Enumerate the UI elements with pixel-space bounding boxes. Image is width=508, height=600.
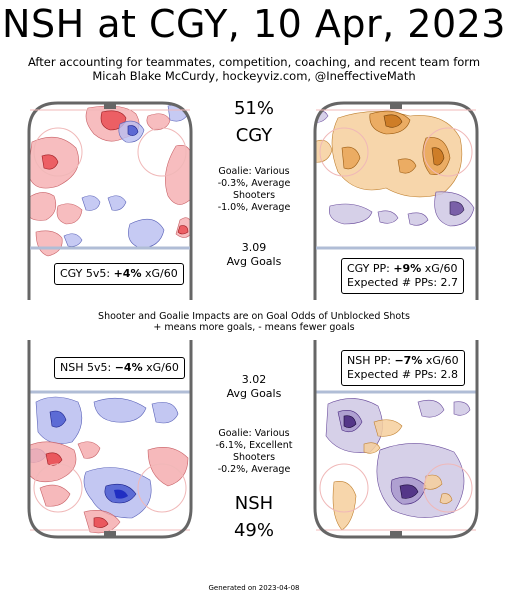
home-avg-goals-value: 3.09: [241, 241, 267, 254]
nsh-pp-rink-outline: [313, 340, 479, 539]
away-goalie-line-1: Goalie: Various: [218, 428, 290, 439]
subtitle-line-2: Micah Blake McCurdy, hockeyviz.com, @Ine…: [92, 69, 416, 83]
home-goalie-block: Goalie: Various -0.3%, Average Shooters …: [194, 166, 314, 214]
nsh-5v5-label: NSH 5v5: −4% xG/60: [54, 357, 185, 379]
nsh-pp-expected: Expected # PPs: 2.8: [347, 368, 459, 381]
cgy-5v5-faceoff-circle-right: [137, 127, 187, 177]
nsh-pp-label-prefix: NSH PP:: [347, 354, 395, 367]
away-goalie-line-2: -6.1%, Excellent: [215, 440, 293, 451]
chart-title: NSH at CGY, 10 Apr, 2023: [2, 2, 506, 46]
cgy-pp-expected: Expected # PPs: 2.7: [347, 276, 459, 289]
cgy-5v5-label-prefix: CGY 5v5:: [60, 267, 114, 280]
cgy-pp-heat-more: [314, 111, 463, 198]
away-avg-goals-label: Avg Goals: [226, 387, 282, 400]
home-avg-goals: 3.09 Avg Goals: [194, 241, 314, 269]
cgy-5v5-heat-fewer-core: [127, 125, 139, 136]
nsh-pp-label: NSH PP: −7% xG/60 Expected # PPs: 2.8: [341, 350, 465, 386]
away-goalie-block: Goalie: Various -6.1%, Excellent Shooter…: [194, 428, 314, 476]
nsh-pp-heat-more: [332, 419, 453, 531]
footer-generated: Generated on 2023-04-08: [208, 584, 300, 592]
nsh-5v5-label-prefix: NSH 5v5:: [60, 361, 115, 374]
nsh-pp-goal-net: [390, 531, 402, 537]
cgy-pp-faceoff-circle-right: [423, 127, 473, 177]
nsh-5v5-goal-net: [104, 531, 116, 537]
subtitle-line-1: After accounting for teammates, competit…: [27, 55, 481, 69]
cgy-pp-heat-more-core: [383, 114, 445, 166]
cgy-pp-label-suffix: xG/60: [421, 262, 458, 275]
nsh-5v5-faceoff-circle-left: [33, 463, 83, 513]
nsh-pp-faceoff-circle-right: [423, 463, 473, 513]
nsh-pp-faceoff-circle-left: [319, 463, 369, 513]
cgy-pp-value: +9%: [393, 262, 422, 275]
away-shooters-line: -0.2%, Average: [217, 464, 291, 475]
cgy-pp-faceoff-circle-left: [319, 127, 369, 177]
cgy-5v5-label: CGY 5v5: +4% xG/60: [54, 263, 184, 285]
chart-subtitle: After accounting for teammates, competit…: [0, 55, 508, 83]
away-team: NSH: [234, 493, 274, 514]
impacts-line-1: Shooter and Goalie Impacts are on Goal O…: [98, 311, 410, 322]
home-win-pct: 51%: [233, 98, 274, 119]
away-avg-goals: 3.02 Avg Goals: [194, 373, 314, 401]
cgy-pp-heat-fewer-core: [449, 201, 465, 216]
cgy-5v5-faceoff-circle-left: [33, 127, 83, 177]
cgy-5v5-value: +4%: [113, 267, 142, 280]
away-shooters-label: Shooters: [232, 452, 276, 463]
impacts-note: Shooter and Goalie Impacts are on Goal O…: [0, 311, 508, 333]
nsh-pp-heat-fewer-core: [343, 415, 419, 499]
away-win-pct: 49%: [233, 520, 274, 541]
nsh-5v5-value: −4%: [114, 361, 143, 374]
nsh-5v5-faceoff-circle-right: [137, 463, 187, 513]
away-avg-goals-value: 3.02: [241, 373, 267, 386]
nsh-pp-label-suffix: xG/60: [422, 354, 459, 367]
cgy-pp-label-prefix: CGY PP:: [347, 262, 394, 275]
home-shooters-label: Shooters: [232, 190, 276, 201]
nsh-pp-value: −7%: [394, 354, 423, 367]
home-team: CGY: [235, 125, 273, 146]
home-avg-goals-label: Avg Goals: [226, 255, 282, 268]
cgy-5v5-goal-net: [104, 103, 116, 109]
cgy-pp-goal-net: [390, 103, 402, 109]
home-shooters-line: -1.0%, Average: [217, 202, 291, 213]
cgy-5v5-heat-more-core: [41, 110, 189, 235]
home-goalie-line-1: Goalie: Various: [218, 166, 290, 177]
cgy-pp-label: CGY PP: +9% xG/60 Expected # PPs: 2.7: [341, 258, 465, 294]
nsh-5v5-heat-fewer-deep: [114, 489, 128, 499]
home-goalie-line-2: -0.3%, Average: [217, 178, 291, 189]
cgy-5v5-label-suffix: xG/60: [141, 267, 178, 280]
nsh-5v5-rink-outline: [27, 340, 193, 539]
impacts-line-2: + means more goals, - means fewer goals: [153, 322, 355, 333]
nsh-5v5-label-suffix: xG/60: [142, 361, 179, 374]
